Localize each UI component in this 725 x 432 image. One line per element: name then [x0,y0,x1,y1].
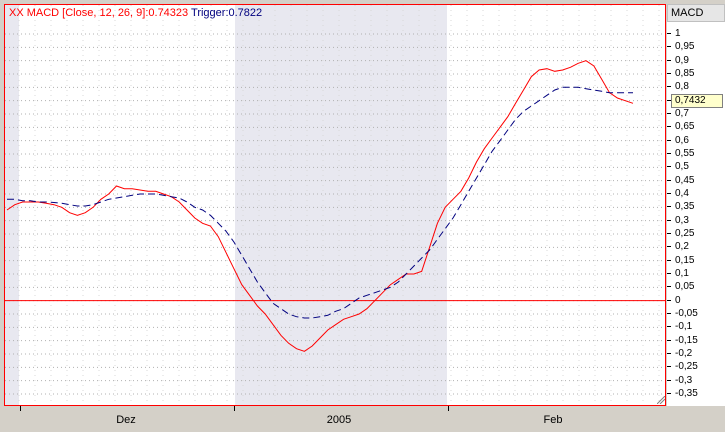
y-tick-label: -0,25 [675,361,698,373]
resize-grip-icon[interactable] [657,396,665,404]
y-tick-mark [667,166,671,168]
legend-trigger: Trigger:0.7822 [191,7,263,19]
y-tick-label: 0,7 [675,108,689,119]
y-tick-label: -0,35 [675,388,698,399]
y-tick-mark [667,73,671,74]
y-tick-label: 0,4 [675,188,689,199]
y-tick-label: -0,2 [675,348,693,359]
x-tick-mark [20,406,21,411]
x-tick-mark [448,406,449,411]
y-tick-mark [667,153,671,154]
y-tick-mark [667,326,671,328]
y-tick-mark [667,273,671,274]
y-tick-mark [667,33,671,34]
y-tick-label: 0,1 [675,268,689,279]
y-tick-mark [667,313,671,314]
y-tick-mark [667,59,671,61]
axis-title: MACD [667,4,725,22]
y-tick-label: -0,3 [675,374,693,386]
y-tick-mark [667,339,671,341]
y-tick-label: -0,1 [675,321,693,333]
x-axis-bar [4,406,725,432]
y-tick-mark [667,193,671,194]
shaded-band-1 [235,5,447,405]
y-tick-label: 0 [675,294,681,306]
y-tick-label: 0,35 [675,201,695,213]
y-tick-mark [667,219,671,221]
x-tick-label: Feb [543,414,563,426]
y-tick-mark [667,353,671,354]
chart-plot-area[interactable]: XX MACD [Close, 12, 26, 9]:0.74323 Trigg… [4,4,666,406]
y-tick-mark [667,259,671,261]
y-tick-label: 0,85 [675,68,695,79]
y-tick-label: 0,6 [675,134,689,146]
y-tick-label: 0,8 [675,81,689,93]
shaded-band-0 [5,5,19,405]
y-tick-label: -0,05 [675,308,698,319]
y-tick-label: 0,05 [675,281,695,293]
macd-chart-svg [5,5,665,405]
y-tick-mark [667,246,671,248]
y-tick-mark [667,233,671,234]
y-tick-mark [667,113,671,114]
y-tick-mark [667,86,671,88]
y-tick-mark [667,366,671,368]
y-tick-label: 1 [675,28,681,39]
y-tick-label: 0,15 [675,254,695,266]
y-tick-label: 0,3 [675,214,689,226]
y-tick-label: 0,65 [675,121,695,133]
y-tick-label: -0,15 [675,334,698,346]
y-tick-mark [667,126,671,128]
y-tick-mark [667,393,671,394]
legend-macd: XX MACD [Close, 12, 26, 9]:0.74323 [9,7,189,19]
y-tick-mark [667,379,671,381]
y-tick-mark [667,99,671,101]
y-tick-label: 0,2 [675,241,689,253]
y-axis-panel [667,4,725,406]
series-macd-line [6,60,634,352]
y-tick-mark [667,46,671,48]
y-tick-label: 0,95 [675,41,695,53]
y-tick-label: 0,55 [675,148,695,159]
x-tick-label: 2005 [326,414,352,426]
y-tick-mark [667,299,671,301]
series-trigger-line [7,86,633,319]
y-tick-mark [667,206,671,208]
y-tick-label: 0,9 [675,54,689,66]
y-tick-mark [667,286,671,288]
y-tick-label: 0,45 [675,174,695,186]
x-tick-label: Dez [116,414,136,426]
x-tick-mark [234,406,235,411]
y-tick-mark [667,139,671,141]
current-value-tag: 0,7432 [671,94,723,109]
y-tick-label: 0,5 [675,161,689,173]
y-tick-mark [667,179,671,181]
chart-legend: XX MACD [Close, 12, 26, 9]:0.74323 Trigg… [9,7,262,19]
y-tick-label: 0,25 [675,228,695,239]
